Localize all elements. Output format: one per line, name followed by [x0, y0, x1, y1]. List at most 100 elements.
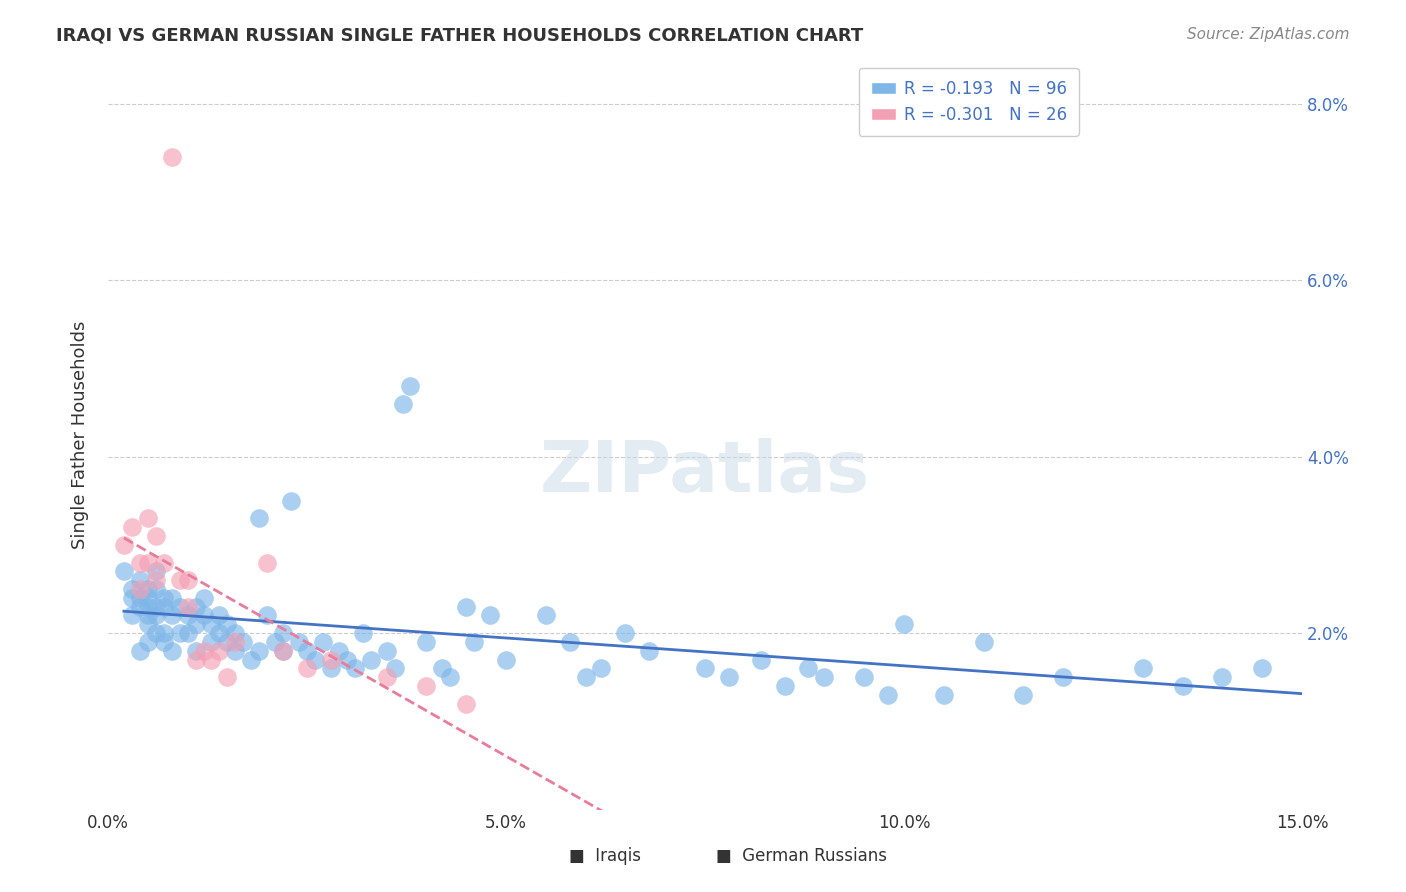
Point — [797, 661, 820, 675]
Point — [145, 529, 167, 543]
Point — [176, 573, 198, 587]
Point — [1211, 670, 1233, 684]
Point — [375, 670, 398, 684]
Point — [312, 635, 335, 649]
Point — [152, 556, 174, 570]
Point — [375, 644, 398, 658]
Point — [693, 661, 716, 675]
Point — [558, 635, 581, 649]
Point — [247, 511, 270, 525]
Point — [169, 573, 191, 587]
Point — [1132, 661, 1154, 675]
Point — [1052, 670, 1074, 684]
Point — [893, 617, 915, 632]
Point — [247, 644, 270, 658]
Point — [217, 670, 239, 684]
Point — [495, 652, 517, 666]
Point — [145, 573, 167, 587]
Point — [574, 670, 596, 684]
Text: ZIPatlas: ZIPatlas — [540, 438, 870, 507]
Point — [352, 626, 374, 640]
Point — [256, 608, 278, 623]
Point — [224, 626, 246, 640]
Point — [384, 661, 406, 675]
Point — [136, 511, 159, 525]
Point — [121, 608, 143, 623]
Point — [160, 591, 183, 605]
Point — [136, 556, 159, 570]
Y-axis label: Single Father Households: Single Father Households — [72, 320, 89, 549]
Point — [136, 599, 159, 614]
Point — [200, 635, 222, 649]
Point — [456, 599, 478, 614]
Point — [295, 661, 318, 675]
Point — [638, 644, 661, 658]
Point — [439, 670, 461, 684]
Point — [232, 635, 254, 649]
Point — [399, 379, 422, 393]
Point — [128, 582, 150, 596]
Point — [193, 608, 215, 623]
Point — [240, 652, 263, 666]
Point — [1012, 688, 1035, 702]
Point — [121, 520, 143, 534]
Point — [360, 652, 382, 666]
Point — [217, 617, 239, 632]
Point — [208, 644, 231, 658]
Text: Source: ZipAtlas.com: Source: ZipAtlas.com — [1187, 27, 1350, 42]
Point — [877, 688, 900, 702]
Point — [456, 697, 478, 711]
Point — [160, 608, 183, 623]
Point — [145, 599, 167, 614]
Point — [176, 599, 198, 614]
Point — [304, 652, 326, 666]
Point — [128, 573, 150, 587]
Point — [112, 564, 135, 578]
Point — [152, 599, 174, 614]
Point — [432, 661, 454, 675]
Point — [200, 617, 222, 632]
Point — [343, 661, 366, 675]
Point — [295, 644, 318, 658]
Point — [193, 644, 215, 658]
Point — [152, 635, 174, 649]
Point — [121, 591, 143, 605]
Point — [184, 652, 207, 666]
Point — [169, 599, 191, 614]
Point — [193, 591, 215, 605]
Point — [319, 652, 342, 666]
Point — [717, 670, 740, 684]
Point — [328, 644, 350, 658]
Point — [169, 626, 191, 640]
Point — [208, 608, 231, 623]
Point — [184, 644, 207, 658]
Point — [614, 626, 637, 640]
Point — [200, 652, 222, 666]
Point — [853, 670, 876, 684]
Point — [128, 556, 150, 570]
Point — [224, 635, 246, 649]
Point — [415, 679, 437, 693]
Legend: R = -0.193   N = 96, R = -0.301   N = 26: R = -0.193 N = 96, R = -0.301 N = 26 — [859, 68, 1078, 136]
Point — [184, 617, 207, 632]
Point — [145, 564, 167, 578]
Point — [749, 652, 772, 666]
Point — [208, 626, 231, 640]
Point — [1171, 679, 1194, 693]
Point — [136, 608, 159, 623]
Point — [1251, 661, 1274, 675]
Point — [112, 538, 135, 552]
Point — [217, 635, 239, 649]
Point — [813, 670, 835, 684]
Point — [152, 591, 174, 605]
Point — [280, 493, 302, 508]
Point — [973, 635, 995, 649]
Point — [128, 599, 150, 614]
Point — [160, 150, 183, 164]
Point — [145, 626, 167, 640]
Point — [121, 582, 143, 596]
Point — [176, 626, 198, 640]
Point — [463, 635, 485, 649]
Point — [591, 661, 613, 675]
Point — [288, 635, 311, 649]
